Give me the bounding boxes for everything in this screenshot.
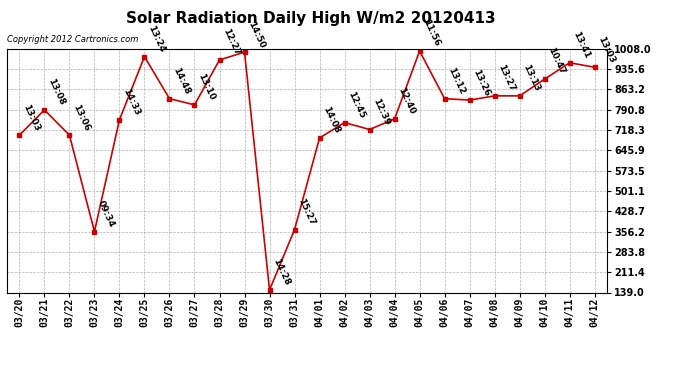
Text: 13:03: 13:03 [596, 35, 616, 64]
Text: 12:40: 12:40 [396, 86, 416, 116]
Text: 14:50: 14:50 [246, 20, 266, 50]
Text: 13:06: 13:06 [71, 103, 91, 132]
Text: 13:08: 13:08 [46, 78, 66, 107]
Text: 10:47: 10:47 [546, 46, 566, 76]
Text: 15:27: 15:27 [296, 197, 316, 227]
Text: 14:08: 14:08 [321, 105, 341, 135]
Text: 13:12: 13:12 [446, 66, 466, 96]
Text: 13:24: 13:24 [146, 24, 166, 54]
Text: 13:27: 13:27 [496, 63, 516, 93]
Text: 11:56: 11:56 [421, 18, 441, 48]
Text: 14:33: 14:33 [121, 87, 141, 117]
Text: Solar Radiation Daily High W/m2 20120413: Solar Radiation Daily High W/m2 20120413 [126, 11, 495, 26]
Text: 09:34: 09:34 [96, 199, 116, 229]
Text: 13:41: 13:41 [571, 30, 591, 60]
Text: 14:28: 14:28 [271, 257, 291, 287]
Text: 13:13: 13:13 [521, 63, 541, 93]
Text: Copyright 2012 Cartronics.com: Copyright 2012 Cartronics.com [7, 35, 138, 44]
Text: 13:03: 13:03 [21, 103, 41, 132]
Text: 12:39: 12:39 [371, 97, 391, 127]
Text: 12:27: 12:27 [221, 27, 242, 57]
Text: 14:48: 14:48 [171, 66, 191, 96]
Text: 12:45: 12:45 [346, 90, 366, 120]
Text: 13:26: 13:26 [471, 68, 491, 97]
Text: 13:10: 13:10 [196, 72, 216, 102]
